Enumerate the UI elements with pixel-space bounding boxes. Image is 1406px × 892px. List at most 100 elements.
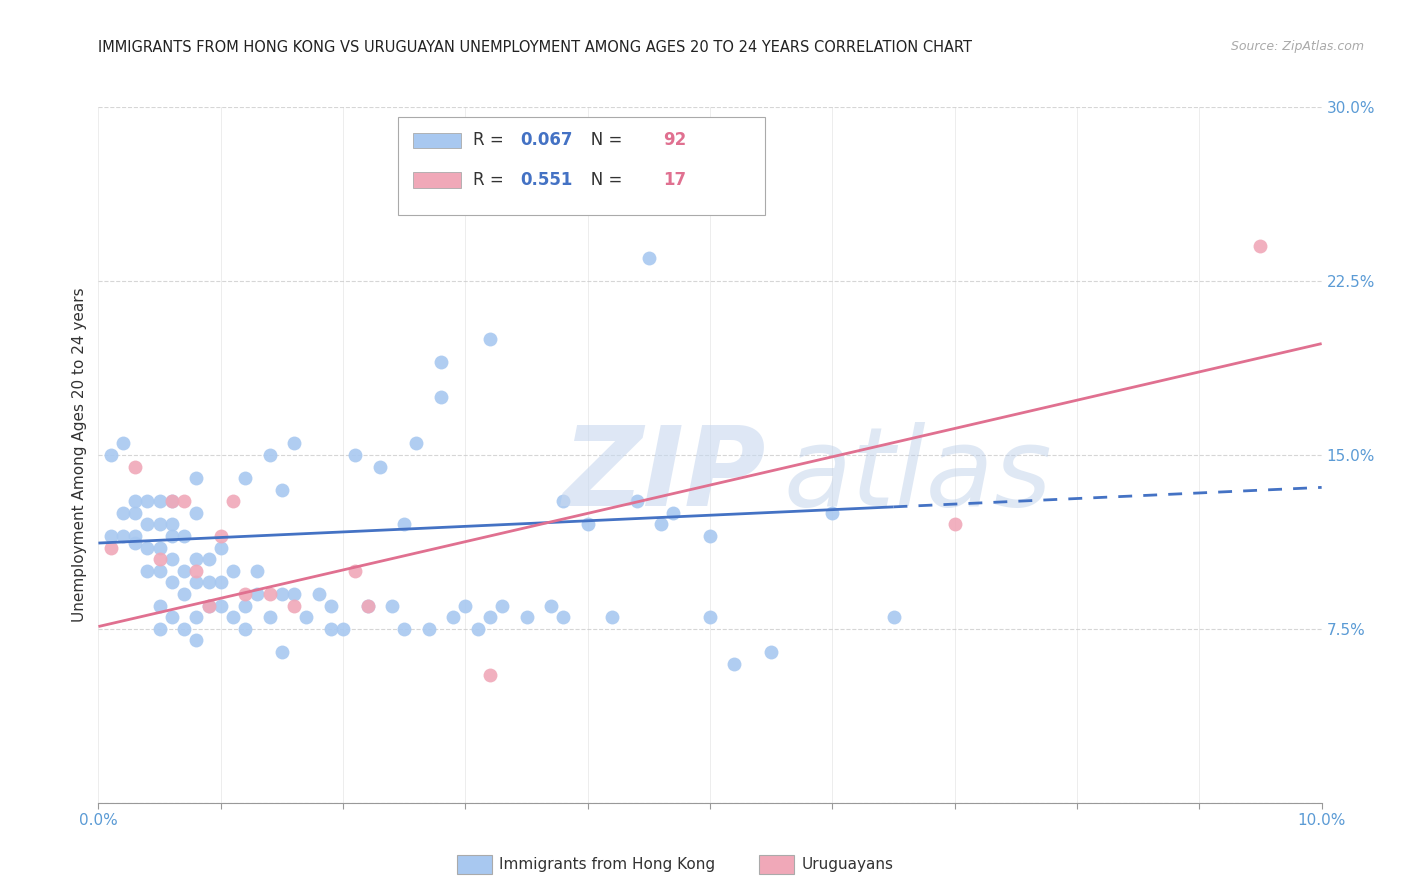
Point [356,599,378,613]
Point [233,622,256,636]
Point [454,599,477,613]
Point [283,599,305,613]
Point [222,494,245,508]
Text: R =: R = [474,131,509,150]
Text: atlas: atlas [783,422,1052,529]
Point [405,436,427,450]
Point [478,610,501,624]
Point [270,587,292,601]
Point [173,587,195,601]
Point [186,564,208,578]
Point [149,517,172,532]
Point [124,529,146,543]
Point [160,610,183,624]
Point [124,459,146,474]
Point [392,517,416,532]
Point [124,494,146,508]
Point [600,610,623,624]
Point [478,332,501,346]
Point [233,471,256,485]
Point [576,517,599,532]
Point [209,575,232,590]
Point [111,506,134,520]
Point [111,529,134,543]
Point [259,610,281,624]
Point [173,529,195,543]
Point [149,564,172,578]
Point [723,657,745,671]
FancyBboxPatch shape [398,118,765,215]
Text: 0.551: 0.551 [520,171,572,189]
Point [344,448,367,462]
Point [283,587,305,601]
Point [418,622,440,636]
Point [650,517,672,532]
Point [943,517,966,532]
Point [160,529,183,543]
Point [222,564,245,578]
Point [186,575,208,590]
Point [173,564,195,578]
Point [209,529,232,543]
Point [540,599,562,613]
Point [553,494,575,508]
Point [430,355,453,369]
Point [136,564,159,578]
Point [319,599,342,613]
Point [186,610,208,624]
Point [222,610,245,624]
Point [821,506,844,520]
Point [149,599,172,613]
Point [392,622,416,636]
Point [883,610,905,624]
Text: Source: ZipAtlas.com: Source: ZipAtlas.com [1230,40,1364,54]
Point [233,587,256,601]
Text: R =: R = [474,171,509,189]
Point [124,536,146,550]
Point [626,494,648,508]
Text: N =: N = [575,171,627,189]
Point [100,448,122,462]
Point [197,575,219,590]
Point [186,633,208,648]
Point [699,610,721,624]
Point [209,541,232,555]
Point [160,575,183,590]
Point [124,506,146,520]
Point [319,622,342,636]
Point [259,448,281,462]
FancyBboxPatch shape [413,172,461,187]
Point [332,622,354,636]
Point [100,529,122,543]
Point [516,610,538,624]
Point [100,541,122,555]
Point [111,436,134,450]
Text: Uruguayans: Uruguayans [801,857,893,871]
Point [699,529,721,543]
Text: Immigrants from Hong Kong: Immigrants from Hong Kong [499,857,716,871]
Text: ZIP: ZIP [564,422,766,529]
Text: IMMIGRANTS FROM HONG KONG VS URUGUAYAN UNEMPLOYMENT AMONG AGES 20 TO 24 YEARS CO: IMMIGRANTS FROM HONG KONG VS URUGUAYAN U… [98,40,973,55]
Point [478,668,501,682]
Point [160,517,183,532]
Point [186,552,208,566]
Point [356,599,378,613]
FancyBboxPatch shape [413,133,461,148]
Point [662,506,685,520]
Point [173,622,195,636]
Point [467,622,489,636]
Text: 92: 92 [664,131,686,150]
Point [344,564,367,578]
Point [160,494,183,508]
Point [637,251,661,265]
Text: 0.067: 0.067 [520,131,572,150]
Point [186,506,208,520]
Point [160,494,183,508]
Point [246,564,269,578]
Point [270,483,292,497]
Point [430,390,453,404]
Point [149,622,172,636]
Point [136,494,159,508]
Point [368,459,391,474]
Y-axis label: Unemployment Among Ages 20 to 24 years: Unemployment Among Ages 20 to 24 years [72,287,87,623]
